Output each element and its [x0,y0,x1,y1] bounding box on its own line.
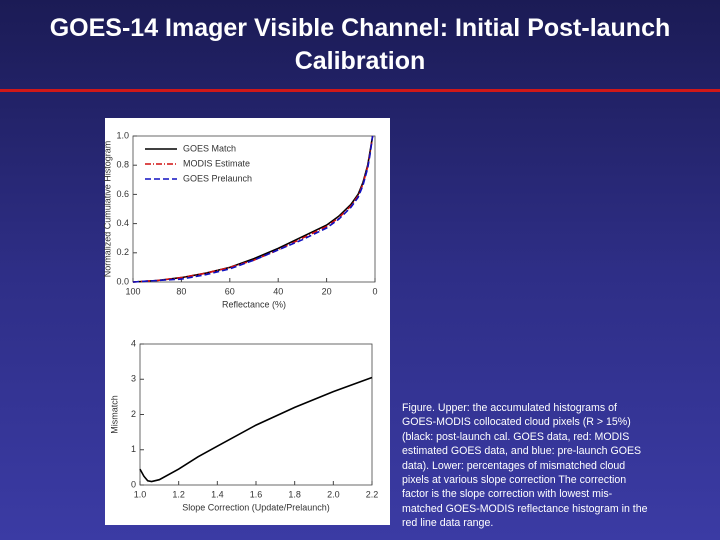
x-tick-label: 80 [176,286,186,296]
caption-line: GOES-MODIS collocated cloud pixels (R > … [402,416,631,429]
x-tick-label: 40 [273,286,283,296]
title-rule [0,89,720,92]
x-tick-label: 1.6 [250,489,263,499]
x-tick-label: 60 [225,286,235,296]
figure-panel [105,118,390,525]
caption-line: red line data range. [402,517,494,530]
x-axis-label: Slope Correction (Update/Prelaunch) [182,502,330,512]
x-tick-label: 1.4 [211,489,224,499]
caption-line: estimated GOES data, and blue: pre-launc… [402,445,642,458]
y-tick-label: 0.4 [116,218,129,228]
y-tick-label: 0 [131,479,136,489]
legend-label: GOES Prelaunch [183,173,252,183]
y-tick-label: 0.8 [116,160,129,170]
x-tick-label: 100 [125,286,140,296]
y-axis-label: Mismatch [109,395,119,434]
y-tick-label: 2 [131,409,136,419]
y-tick-label: 0.0 [116,276,129,286]
caption-line: matched GOES-MODIS reflectance histogram… [402,502,648,515]
x-tick-label: 1.8 [288,489,301,499]
caption-line: factor is the slope correction with lowe… [402,488,613,501]
x-axis-label: Reflectance (%) [222,299,286,309]
caption-line: pixels at various slope correction The c… [402,474,627,487]
x-tick-label: 0 [372,286,377,296]
y-tick-label: 0.6 [116,189,129,199]
slide-title: GOES-14 Imager Visible Channel: Initial … [49,14,671,75]
y-tick-label: 4 [131,338,136,348]
y-tick-label: 1 [131,444,136,454]
y-axis-label: Normalized Cumulative Histogram [102,141,112,278]
series-line [132,135,374,283]
x-tick-label: 1.2 [172,489,185,499]
caption: Figure. Upper: the accumulated histogram… [402,401,702,531]
x-tick-label: 20 [322,286,332,296]
caption-line: data). Lower: percentages of mismatched … [402,459,626,472]
caption-line: Figure. Upper: the accumulated histogram… [402,402,617,414]
legend-label: MODIS Estimate [183,158,250,168]
caption-line: (black: post-launch cal. GOES data, red:… [402,430,630,443]
x-tick-label: 1.0 [134,489,147,499]
plot-frame [132,135,376,283]
series-line [139,376,373,483]
y-tick-label: 1.0 [116,130,129,140]
y-tick-label: 0.2 [116,247,129,257]
y-tick-label: 3 [131,374,136,384]
legend-label: GOES Match [183,143,236,153]
x-tick-label: 2.2 [366,489,379,499]
x-tick-label: 2.0 [327,489,340,499]
